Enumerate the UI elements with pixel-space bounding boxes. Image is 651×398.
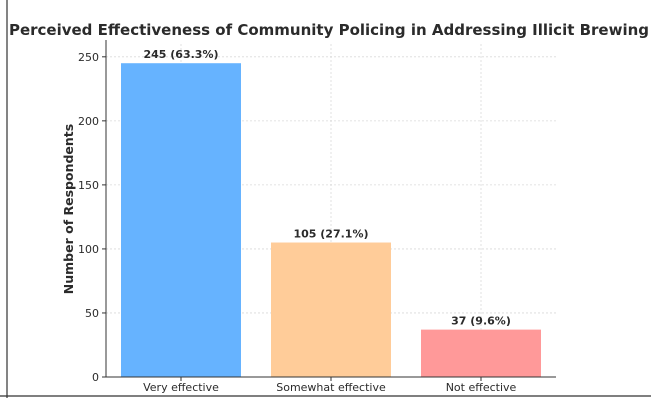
x-tick-label: Not effective [446,381,517,394]
bar-data-label: 37 (9.6%) [451,315,511,328]
y-axis-label: Number of Respondents [61,124,76,294]
bar-data-label: 105 (27.1%) [293,228,368,241]
y-tick-label: 50 [85,307,99,320]
x-tick-label: Very effective [143,381,219,394]
y-tick-label: 0 [92,371,99,384]
bar-data-label: 245 (63.3%) [143,48,218,61]
x-tick-label: Somewhat effective [276,381,386,394]
data-labels: 245 (63.3%) 105 (27.1%) 37 (9.6%) [143,48,510,327]
y-tick-label: 250 [78,51,99,64]
y-tick-label: 200 [78,115,99,128]
bar [421,329,541,377]
y-tick-label: 150 [78,179,99,192]
axes: 0 50 100 150 200 250 Very effective Somewhat ef… [78,40,556,394]
bars [121,63,541,377]
chart-title: Perceived Effectiveness of Community Pol… [9,21,649,39]
bar [271,242,391,377]
bar [121,63,241,377]
y-tick-label: 100 [78,243,99,256]
